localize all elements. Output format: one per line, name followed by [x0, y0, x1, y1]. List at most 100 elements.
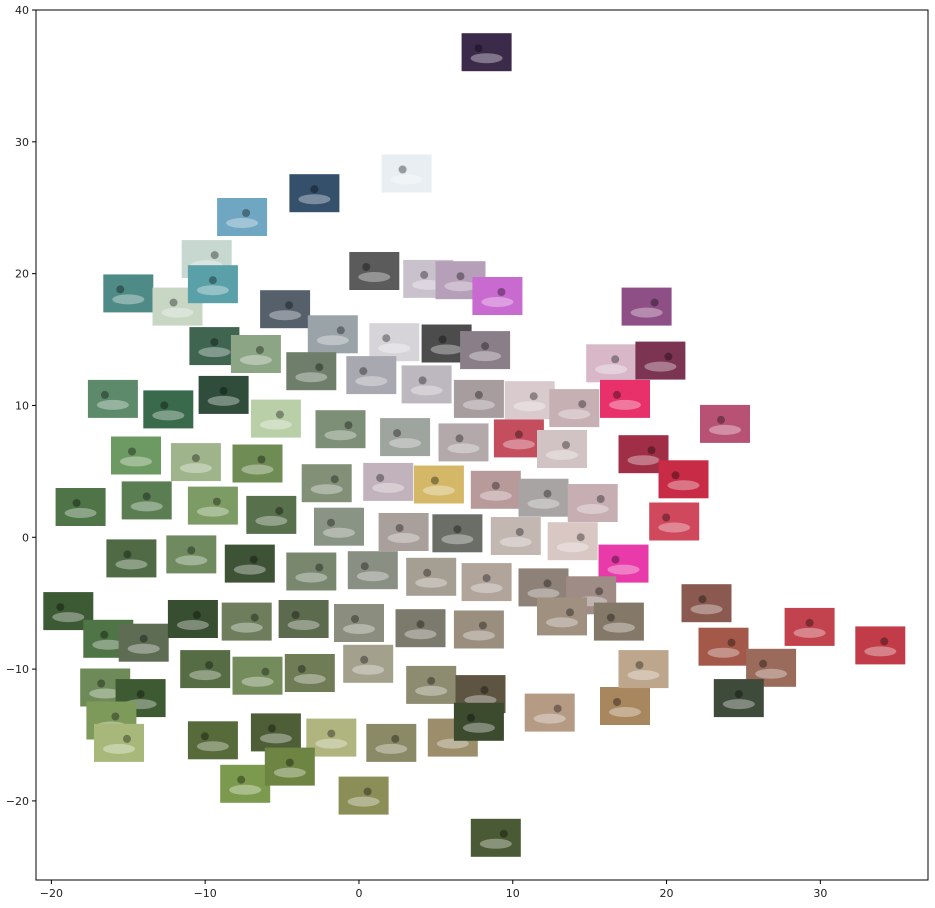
- thumbnail-lily-pad-shape: [499, 537, 532, 547]
- thumbnail-flower-shape: [212, 497, 221, 506]
- image-thumbnail-point: [347, 551, 398, 590]
- image-thumbnail-point: [301, 464, 352, 503]
- thumbnail-flower-shape: [423, 568, 432, 577]
- thumbnail-image: [232, 656, 283, 695]
- image-thumbnail-point: [143, 390, 194, 429]
- thumbnail-image: [307, 315, 358, 354]
- image-thumbnail-point: [187, 486, 238, 525]
- thumbnail-flower-shape: [111, 712, 120, 721]
- image-thumbnail-point: [363, 462, 414, 501]
- thumbnail-image: [224, 544, 275, 583]
- thumbnail-lily-pad-shape: [239, 355, 272, 365]
- thumbnail-lily-pad-shape: [64, 508, 97, 518]
- thumbnail-flower-shape: [123, 550, 132, 559]
- thumbnail-lily-pad-shape: [609, 707, 641, 717]
- thumbnail-image: [118, 623, 169, 662]
- thumbnail-image: [246, 495, 297, 534]
- image-thumbnail-point: [278, 600, 329, 638]
- image-thumbnail-point: [453, 379, 504, 418]
- thumbnail-image: [784, 607, 835, 646]
- thumbnail-image: [598, 544, 649, 583]
- thumbnail-image: [504, 381, 555, 420]
- image-thumbnail-point: [593, 602, 644, 641]
- thumbnail-flower-shape: [482, 574, 491, 583]
- thumbnail-lily-pad-shape: [667, 480, 700, 491]
- thumbnail-image: [600, 687, 650, 725]
- thumbnail-lily-pad-shape: [259, 419, 292, 430]
- thumbnail-flower-shape: [613, 698, 621, 706]
- thumbnail-flower-shape: [192, 611, 201, 619]
- thumbnail-image: [187, 265, 238, 304]
- image-thumbnail-point: [94, 723, 144, 762]
- image-thumbnail-point: [395, 609, 446, 648]
- thumbnail-flower-shape: [219, 386, 228, 395]
- thumbnail-lily-pad-shape: [389, 438, 422, 449]
- thumbnail-image: [395, 609, 446, 648]
- thumbnail-flower-shape: [249, 555, 258, 564]
- image-thumbnail-point: [230, 335, 281, 373]
- image-thumbnail-point: [547, 522, 598, 561]
- y-tick-label: −10: [6, 663, 29, 676]
- thumbnail-image: [369, 323, 420, 362]
- image-thumbnail-point: [314, 507, 364, 546]
- thumbnail-lily-pad-shape: [89, 688, 122, 699]
- image-thumbnail-point: [346, 356, 397, 395]
- x-tick-label: 0: [355, 887, 362, 900]
- thumbnail-flower-shape: [210, 338, 219, 347]
- thumbnail-lily-pad-shape: [315, 738, 348, 749]
- thumbnail-flower-shape: [466, 713, 475, 722]
- thumbnail-flower-shape: [566, 608, 574, 617]
- image-thumbnail-point: [461, 563, 512, 602]
- thumbnail-flower-shape: [562, 441, 570, 449]
- thumbnail-lily-pad-shape: [707, 647, 740, 658]
- x-tick-label: −10: [194, 887, 217, 900]
- thumbnail-lily-pad-shape: [189, 670, 222, 681]
- y-tick-label: 0: [22, 531, 29, 544]
- y-tick-label: −20: [6, 795, 29, 808]
- thumbnail-flower-shape: [759, 659, 768, 668]
- thumbnail-lily-pad-shape: [609, 399, 641, 410]
- thumbnail-image: [453, 702, 504, 741]
- image-thumbnail-point: [621, 287, 672, 326]
- thumbnail-image: [198, 375, 249, 414]
- thumbnail-lily-pad-shape: [390, 174, 423, 185]
- thumbnail-lily-pad-shape: [447, 443, 480, 454]
- image-thumbnail-point: [55, 488, 106, 526]
- thumbnail-flower-shape: [297, 665, 306, 673]
- x-tick-label: 20: [660, 887, 674, 900]
- thumbnail-flower-shape: [805, 618, 814, 627]
- thumbnail-image: [600, 379, 650, 418]
- thumbnail-flower-shape: [261, 667, 270, 676]
- thumbnail-image: [460, 331, 511, 370]
- image-thumbnail-point: [635, 341, 686, 380]
- thumbnail-lily-pad-shape: [295, 572, 328, 583]
- image-thumbnail-point: [166, 535, 217, 574]
- thumbnail-lily-pad-shape: [310, 484, 343, 495]
- thumbnail-flower-shape: [360, 655, 369, 664]
- x-tick-label: 10: [506, 887, 520, 900]
- thumbnail-lily-pad-shape: [161, 307, 194, 318]
- thumbnail-lily-pad-shape: [436, 738, 469, 749]
- thumbnail-lily-pad-shape: [444, 281, 477, 292]
- thumbnail-lily-pad-shape: [595, 364, 628, 375]
- thumbnail-flower-shape: [499, 829, 508, 838]
- thumbnail-flower-shape: [275, 410, 284, 419]
- thumbnail-lily-pad-shape: [462, 722, 495, 733]
- thumbnail-lily-pad-shape: [175, 555, 208, 566]
- thumbnail-lily-pad-shape: [103, 743, 135, 754]
- thumbnail-lily-pad-shape: [196, 285, 229, 296]
- thumbnail-image: [401, 365, 452, 404]
- image-thumbnail-point: [103, 274, 154, 313]
- thumbnail-flower-shape: [123, 734, 131, 743]
- image-thumbnail-point: [250, 399, 301, 438]
- thumbnail-flower-shape: [255, 346, 264, 354]
- thumbnail-image: [250, 713, 301, 752]
- thumbnail-lily-pad-shape: [152, 410, 185, 421]
- thumbnail-flower-shape: [515, 528, 524, 536]
- image-thumbnail-point: [286, 552, 337, 591]
- thumbnail-image: [524, 693, 575, 732]
- thumbnail-image: [347, 551, 398, 590]
- image-thumbnail-point: [289, 174, 340, 213]
- thumbnail-flower-shape: [327, 729, 336, 738]
- thumbnail-lily-pad-shape: [415, 577, 448, 588]
